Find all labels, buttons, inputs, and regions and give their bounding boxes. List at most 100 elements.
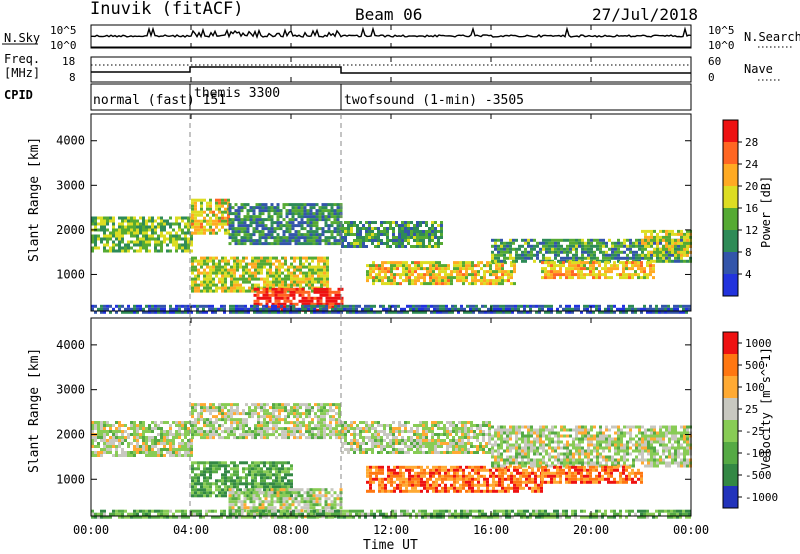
data-cell [306, 500, 310, 504]
data-cell [299, 403, 302, 407]
colorbar-tick-label: 24 [745, 158, 759, 171]
data-cell [510, 276, 513, 280]
data-cell [481, 304, 484, 308]
data-cell [194, 207, 197, 211]
data-cell [629, 250, 632, 254]
data-cell [617, 250, 620, 254]
data-cell [668, 229, 671, 233]
data-cell [239, 476, 242, 480]
data-cell [547, 310, 550, 314]
data-cell [224, 421, 227, 425]
data-cell [100, 433, 103, 436]
data-cell [341, 442, 344, 445]
data-cell [450, 270, 453, 274]
data-cell [560, 250, 563, 254]
data-cell [283, 290, 287, 294]
data-cell [530, 238, 533, 242]
data-cell [380, 242, 383, 245]
data-cell [443, 442, 446, 445]
data-cell [242, 289, 245, 293]
data-cell [659, 229, 662, 233]
data-cell [287, 482, 290, 486]
data-cell [625, 276, 628, 280]
data-cell [402, 264, 405, 268]
data-cell [275, 467, 278, 471]
data-cell [231, 233, 235, 237]
data-cell [157, 234, 160, 238]
data-cell [468, 267, 471, 271]
data-cell [434, 445, 437, 448]
data-cell [598, 270, 601, 274]
data-cell [419, 433, 422, 436]
data-cell [407, 439, 410, 442]
data-cell [614, 244, 617, 248]
data-cell [265, 302, 269, 306]
data-cell [130, 307, 133, 311]
data-cell [404, 245, 407, 248]
data-cell [583, 261, 586, 265]
data-cell [272, 283, 275, 287]
data-cell [133, 231, 136, 235]
data-cell [209, 268, 212, 272]
data-cell [474, 276, 477, 280]
data-cell [264, 509, 268, 513]
data-cell [680, 259, 683, 263]
data-cell [315, 215, 319, 219]
data-cell [311, 436, 314, 440]
data-cell [291, 209, 295, 213]
data-cell [447, 264, 450, 268]
data-cell [236, 467, 239, 471]
data-cell [148, 237, 151, 241]
data-cell [288, 491, 292, 495]
data-cell [356, 224, 359, 227]
data-cell [191, 268, 194, 272]
data-cell [160, 219, 163, 223]
data-cell [231, 488, 235, 492]
data-cell [239, 436, 242, 440]
data-cell [306, 488, 310, 492]
data-cell [230, 409, 233, 413]
data-cell [328, 290, 332, 294]
data-cell [350, 424, 353, 427]
data-cell [377, 230, 380, 233]
data-cell [372, 267, 375, 271]
data-cell [436, 310, 439, 314]
data-cell [268, 305, 272, 309]
data-cell [282, 230, 286, 234]
data-cell [231, 230, 235, 234]
data-cell [545, 241, 548, 245]
data-cell [443, 424, 446, 427]
data-cell [127, 249, 130, 253]
data-cell [551, 241, 554, 245]
data-cell [602, 238, 605, 242]
data-cell [234, 215, 238, 219]
data-cell [466, 304, 469, 308]
data-cell [100, 307, 103, 311]
data-cell [398, 430, 401, 433]
data-cell [498, 276, 501, 280]
data-cell [314, 277, 317, 281]
data-cell [617, 247, 620, 251]
data-cell [233, 262, 236, 266]
data-cell [246, 218, 250, 222]
data-cell [209, 406, 212, 410]
data-cell [209, 467, 212, 471]
data-cell [221, 225, 224, 229]
data-cell [608, 247, 611, 251]
data-cell [91, 427, 94, 430]
data-cell [471, 267, 474, 271]
data-cell [304, 307, 307, 311]
data-cell [533, 253, 536, 257]
freq-panel: Freq. [MHz] 18 8 60 0 Nave [4, 52, 782, 84]
data-cell [160, 430, 163, 433]
data-cell [227, 213, 230, 217]
data-cell [246, 230, 250, 234]
data-cell [665, 232, 668, 236]
data-cell [284, 283, 287, 287]
data-cell [200, 430, 203, 434]
data-cell [239, 418, 242, 422]
data-cell [404, 230, 407, 233]
data-cell [386, 230, 389, 233]
data-cell [200, 482, 203, 486]
data-cell [335, 424, 338, 428]
